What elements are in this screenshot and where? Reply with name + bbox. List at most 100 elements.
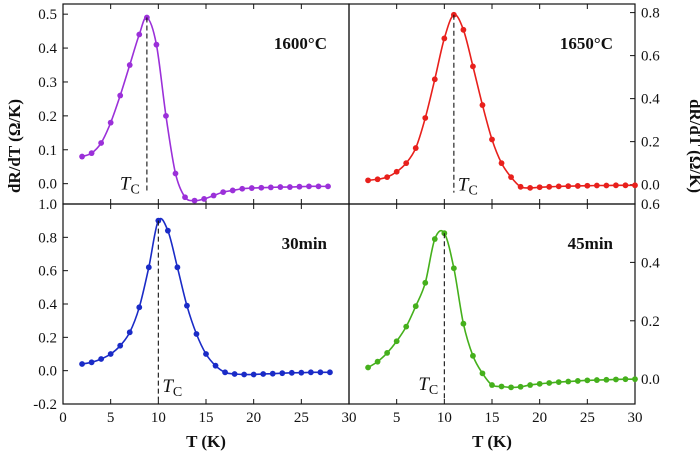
data-point [584, 182, 591, 189]
data-point [288, 369, 295, 376]
data-point [193, 331, 200, 337]
y-tick-label: 0.6 [38, 264, 57, 280]
data-point [441, 35, 448, 42]
data-point [250, 371, 257, 378]
data-point [431, 236, 438, 242]
y-tick-label: 0.2 [641, 135, 660, 151]
data-point [201, 196, 207, 202]
x-axis-title-right: T (K) [472, 432, 512, 451]
data-point [593, 377, 600, 383]
y-tick-label: 0.2 [641, 314, 660, 330]
data-point [220, 189, 227, 196]
y-tick-label: 0.0 [641, 178, 660, 194]
data-point [317, 369, 324, 376]
data-point [107, 351, 114, 357]
data-point [210, 192, 217, 199]
data-point [325, 183, 331, 190]
data-point [536, 380, 543, 387]
data-point [327, 369, 333, 376]
data-point [498, 160, 505, 167]
data-point [191, 197, 198, 204]
data-point [479, 102, 486, 108]
data-point [117, 92, 124, 99]
data-point [450, 11, 457, 18]
x-tick-label: 30 [342, 410, 357, 426]
data-point [286, 184, 293, 190]
data-point [546, 183, 553, 190]
data-point [164, 227, 171, 234]
data-point [412, 303, 419, 310]
panels-group: 0.00.10.20.30.40.5TC1600°C0.00.20.40.60.… [33, 3, 660, 426]
data-point [527, 184, 534, 191]
data-point [422, 115, 429, 121]
data-point [574, 183, 581, 189]
x-tick-label: 25 [580, 410, 595, 426]
x-axis-title-left: T (K) [186, 432, 226, 451]
data-point [296, 183, 303, 190]
data-point [489, 136, 495, 143]
y-tick-label: 0.0 [38, 177, 57, 193]
data-point [145, 264, 152, 271]
data-point [632, 376, 638, 383]
data-point [374, 358, 381, 365]
x-tick-label: 5 [107, 410, 115, 426]
data-point [450, 265, 457, 272]
data-point [536, 184, 543, 191]
data-point [117, 342, 124, 349]
data-point [584, 377, 591, 384]
data-point [222, 369, 228, 376]
data-point [460, 26, 467, 33]
y-tick-label: 1.0 [38, 197, 57, 213]
data-point [172, 170, 179, 177]
data-point [403, 323, 410, 330]
data-point [229, 187, 236, 194]
data-point [315, 183, 322, 190]
data-point [527, 382, 534, 388]
y-tick-label: -0.2 [33, 397, 57, 413]
x-tick-label: 20 [532, 410, 547, 426]
data-point [212, 362, 219, 369]
x-tick-label: 15 [199, 410, 214, 426]
data-point [498, 383, 505, 390]
data-point [126, 329, 133, 336]
data-point [88, 359, 95, 366]
data-point [403, 160, 410, 167]
data-point [565, 378, 572, 385]
data-point [574, 378, 581, 384]
data-point [479, 370, 486, 377]
y-tick-label: 0.8 [38, 230, 57, 246]
panel-3: 0 5 10 15 20 25 30-0.20.00.20.40.60.81.0TC30mi… [33, 197, 356, 426]
data-point [470, 63, 476, 70]
data-point [517, 383, 524, 390]
data-point [603, 182, 610, 189]
data-point [555, 379, 562, 386]
data-point [279, 370, 286, 377]
data-point [298, 369, 305, 376]
data-point [460, 320, 467, 327]
data-point [470, 352, 476, 359]
data-point [88, 150, 95, 157]
y-tick-label: 0.1 [38, 143, 57, 159]
y-tick-label: 0.4 [641, 255, 660, 271]
x-tick-label: 0 [59, 410, 67, 426]
data-point [98, 356, 105, 362]
data-point [248, 185, 255, 191]
data-point [231, 371, 238, 377]
data-point [374, 176, 381, 183]
data-point [79, 153, 85, 160]
data-point [267, 184, 274, 191]
panel-title: 30min [282, 234, 328, 253]
y-tick-label: 0.6 [641, 49, 660, 65]
data-point [107, 119, 114, 126]
panel-title: 1650°C [560, 34, 613, 53]
data-point [384, 174, 391, 181]
data-point [307, 369, 314, 376]
data-point [98, 140, 105, 146]
x-tick-label: 15 [485, 410, 500, 426]
data-point [182, 194, 188, 201]
data-point [613, 182, 619, 189]
panel-title: 45min [568, 234, 614, 253]
